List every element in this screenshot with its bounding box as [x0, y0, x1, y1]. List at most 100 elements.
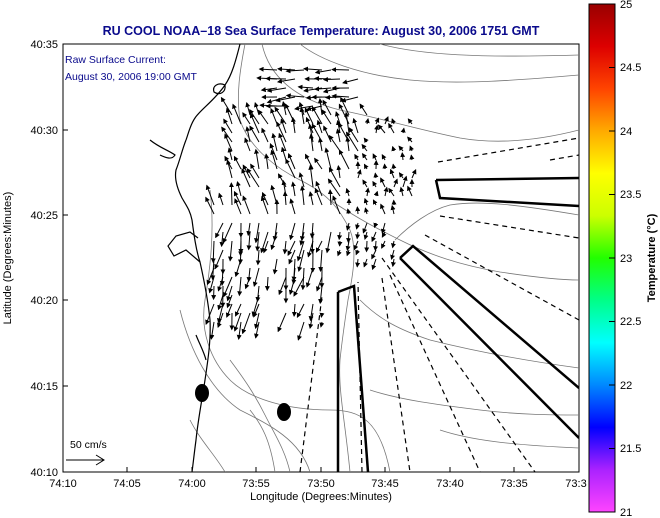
vector-scale-arrowhead — [95, 454, 105, 466]
current-vector — [328, 167, 341, 188]
current-vector — [407, 136, 413, 143]
current-vector — [236, 321, 242, 340]
current-vector — [314, 69, 332, 75]
current-vector — [314, 157, 323, 170]
y-tick-label: 40:15 — [30, 381, 58, 393]
current-vector — [270, 231, 278, 251]
current-vector — [363, 137, 369, 143]
current-vector — [363, 197, 369, 206]
current-vector — [227, 147, 233, 161]
current-vector — [332, 195, 341, 215]
current-vector — [355, 258, 361, 268]
current-vector — [276, 78, 296, 84]
current-vector — [305, 267, 314, 288]
current-vector — [254, 312, 260, 330]
current-vector — [363, 163, 369, 170]
current-vector — [307, 240, 314, 258]
current-vector — [383, 186, 389, 197]
buoy-marker-west — [195, 384, 209, 402]
bathymetry-contours — [179, 44, 579, 472]
y-tick-label: 40:20 — [30, 295, 58, 307]
current-vector — [380, 203, 386, 215]
current-vector — [321, 109, 332, 125]
current-vector — [270, 149, 278, 170]
current-vector — [324, 94, 341, 100]
current-vector — [319, 312, 325, 318]
current-vector — [298, 172, 305, 188]
colorbar-tick-label: 24 — [620, 126, 632, 138]
current-vector — [217, 294, 224, 311]
current-vector — [348, 127, 359, 143]
radial-lines — [299, 137, 579, 472]
current-vector — [345, 222, 351, 231]
x-tick-label: 73:35 — [500, 478, 528, 490]
current-vector — [308, 191, 314, 206]
current-vector — [257, 109, 269, 125]
current-vector — [290, 181, 296, 197]
current-vector — [400, 152, 406, 161]
current-vector — [278, 276, 287, 296]
current-vector — [345, 240, 351, 252]
current-vector — [287, 152, 296, 170]
current-vector — [362, 222, 368, 234]
current-vector — [242, 112, 251, 125]
current-vector — [255, 249, 261, 266]
current-vector — [402, 175, 408, 188]
current-vector — [246, 222, 252, 237]
current-vector — [344, 111, 350, 134]
current-vector — [380, 177, 386, 188]
current-vector — [228, 240, 233, 262]
current-vector — [335, 128, 341, 143]
current-vector — [355, 222, 360, 230]
current-vector — [407, 185, 413, 197]
current-vector — [246, 167, 260, 188]
current-vector — [264, 276, 270, 292]
current-vector — [215, 222, 224, 239]
colorbar-label: Temperature (°C) — [646, 213, 658, 302]
current-vector — [300, 185, 305, 206]
current-vector — [327, 178, 341, 197]
current-vector — [322, 99, 332, 116]
current-vector — [282, 240, 288, 255]
colorbar-tick-label: 23.5 — [620, 189, 641, 201]
current-vector — [364, 117, 370, 125]
current-vector — [342, 78, 359, 85]
current-vector — [222, 222, 233, 244]
current-vector — [359, 103, 368, 116]
current-vector — [373, 222, 379, 229]
x-tick-label: 74:00 — [178, 478, 206, 490]
current-vector — [244, 276, 251, 290]
current-vector — [287, 240, 296, 256]
current-vector — [362, 179, 368, 188]
current-vector — [307, 123, 314, 143]
current-vector — [226, 285, 233, 302]
current-caption-line2: August 30, 2006 19:00 GMT — [65, 71, 198, 83]
current-vector — [308, 164, 314, 188]
current-vector — [308, 133, 314, 152]
current-vector — [319, 321, 325, 328]
current-vector — [250, 163, 260, 179]
current-caption-line1: Raw Surface Current: — [65, 54, 166, 66]
current-vector — [331, 93, 350, 99]
current-vector — [345, 131, 359, 152]
current-vector — [391, 118, 396, 125]
current-vector — [400, 127, 406, 134]
current-vector — [372, 199, 378, 206]
current-vector — [299, 106, 305, 125]
current-vector — [216, 303, 224, 324]
surface-current-vectors — [205, 66, 417, 341]
current-vector — [289, 198, 296, 215]
current-vector — [297, 84, 314, 90]
current-vector — [289, 222, 296, 241]
current-vector — [389, 168, 395, 179]
current-vector — [365, 187, 371, 197]
current-vector — [355, 249, 361, 256]
current-vector — [282, 191, 288, 206]
current-vector — [271, 132, 278, 152]
current-vector — [409, 154, 415, 161]
current-vector — [371, 231, 377, 243]
current-vector — [262, 240, 269, 254]
current-vector — [205, 196, 215, 215]
current-vector — [325, 231, 332, 254]
colorbar-tick-label: 25 — [620, 0, 632, 11]
